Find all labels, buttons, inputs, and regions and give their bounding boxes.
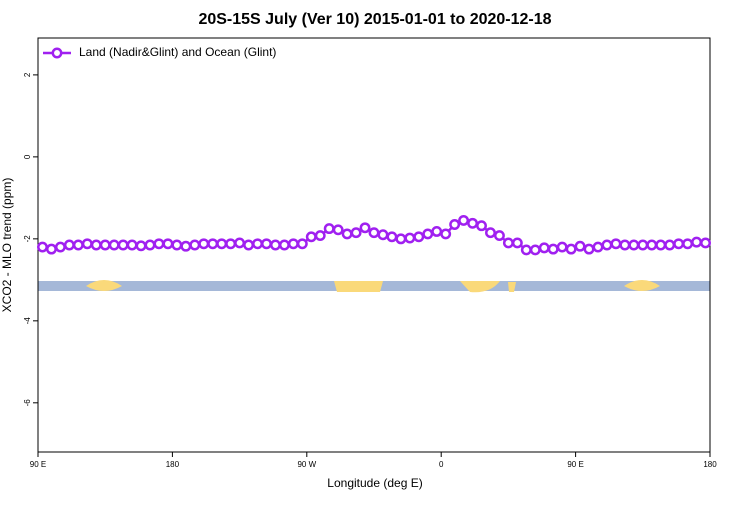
data-point (252, 238, 263, 250)
data-point (81, 238, 93, 250)
data-point (449, 219, 461, 230)
data-point (54, 241, 66, 253)
data-point (117, 239, 129, 251)
data-point (485, 227, 496, 239)
data-point (422, 228, 434, 240)
legend-label: Land (Nadir&Glint) and Ocean (Glint) (79, 45, 276, 59)
data-point (314, 230, 326, 242)
data-point (45, 243, 57, 255)
data-point (700, 237, 711, 249)
data-point (386, 231, 398, 243)
x-axis-label: Longitude (deg E) (327, 476, 422, 490)
data-point (520, 244, 532, 256)
data-point (359, 222, 371, 234)
data-point (162, 238, 174, 250)
data-point (682, 238, 694, 250)
y-tick-label: 2 (23, 72, 32, 77)
data-point (673, 238, 685, 250)
data-point (171, 239, 183, 251)
data-point (368, 227, 380, 239)
data-point (395, 233, 407, 245)
y-axis-label: XCO2 - MLO trend (ppm) (0, 178, 14, 313)
x-tick-label: 0 (439, 460, 444, 469)
data-point (574, 240, 586, 252)
y-tick-label: -4 (23, 317, 32, 325)
data-point (655, 239, 667, 251)
data-point (126, 239, 138, 251)
y-tick-label: 0 (23, 154, 32, 159)
x-tick-label: 90 E (30, 460, 46, 469)
data-point (153, 238, 165, 250)
data-point (108, 239, 120, 251)
legend-marker (51, 47, 63, 59)
data-point (628, 239, 640, 251)
data-point (610, 238, 622, 250)
data-point (207, 238, 219, 250)
data-point (189, 239, 201, 251)
data-point (413, 231, 425, 243)
data-point (261, 238, 272, 250)
data-point (502, 237, 514, 249)
data-point (637, 239, 649, 251)
data-point (350, 227, 362, 239)
data-point (556, 241, 568, 253)
data-point (377, 229, 389, 241)
data-point (234, 237, 246, 249)
data-point (467, 217, 479, 229)
data-point (691, 236, 703, 248)
y-tick-label: -6 (23, 399, 32, 407)
data-point (287, 238, 299, 250)
data-point (511, 237, 523, 249)
data-point (243, 239, 255, 251)
data-point (583, 243, 595, 255)
data-point (664, 239, 676, 251)
data-point (565, 243, 577, 255)
data-point (592, 241, 604, 253)
data-point (216, 238, 228, 250)
data-point (278, 239, 290, 251)
data-point (547, 243, 559, 255)
data-point (332, 224, 344, 236)
data-point (440, 228, 452, 240)
data-point (90, 239, 102, 251)
data-point (296, 238, 308, 250)
data-point (63, 239, 75, 251)
data-point (135, 240, 147, 252)
x-tick-label: 180 (166, 460, 180, 469)
data-point (305, 231, 317, 243)
x-tick-label: 90 E (567, 460, 583, 469)
data-point (269, 239, 281, 251)
data-point (458, 214, 470, 226)
land-ocean-strip (38, 280, 710, 293)
data-point (180, 240, 192, 252)
chart-title: 20S-15S July (Ver 10) 2015-01-01 to 2020… (198, 11, 551, 28)
x-tick-label: 90 W (297, 460, 316, 469)
data-point (144, 239, 156, 251)
data-point (72, 239, 84, 251)
y-tick-label: -2 (23, 235, 32, 243)
data-point (99, 239, 111, 251)
data-point (538, 242, 550, 254)
land-strip (86, 280, 660, 293)
data-point (225, 238, 237, 250)
data-point (198, 238, 210, 250)
data-point (431, 226, 443, 237)
x-tick-label: 180 (703, 460, 717, 469)
data-point (404, 232, 416, 244)
data-point (476, 220, 487, 232)
data-point (37, 241, 48, 253)
data-point (646, 239, 658, 251)
data-point (529, 244, 541, 256)
data-point (341, 228, 353, 240)
data-point (323, 223, 335, 235)
data-point (493, 230, 505, 242)
data-point (619, 239, 631, 251)
data-point (601, 239, 613, 251)
